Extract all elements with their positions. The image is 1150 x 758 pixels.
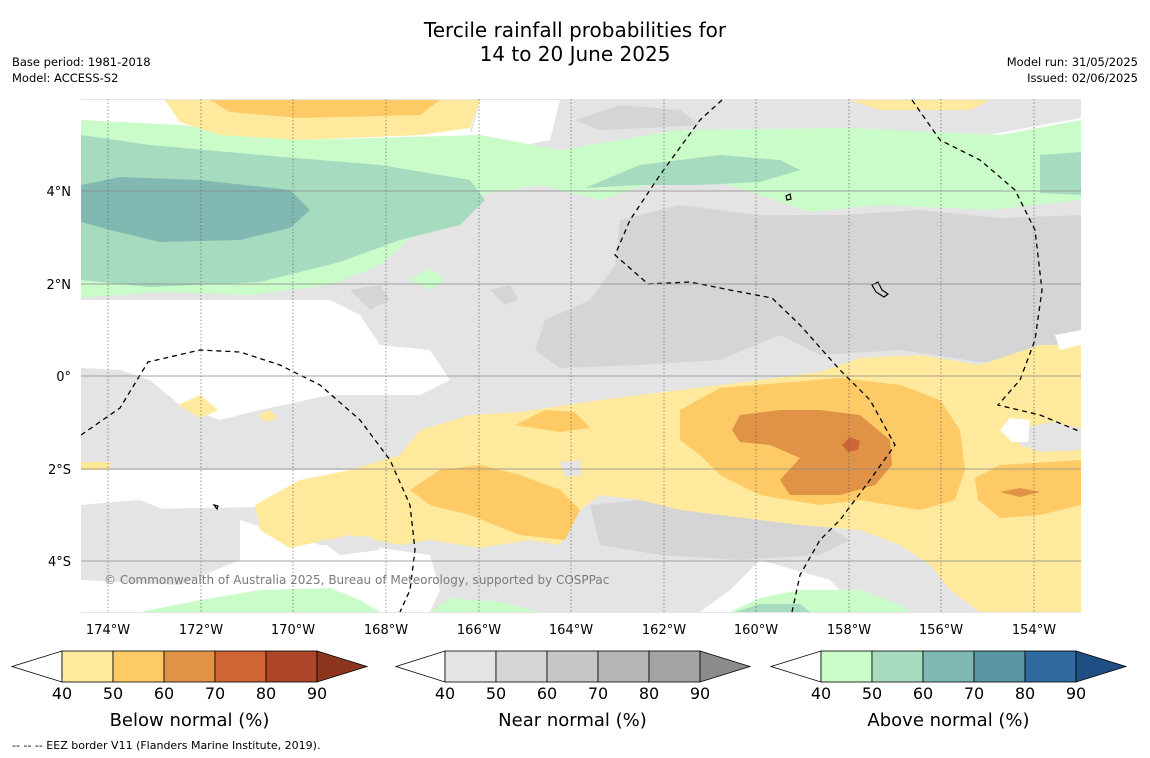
lat-tick-label: 4°S: [48, 555, 71, 570]
above-normal-areas: [81, 120, 1081, 612]
title-line-1: Tercile rainfall probabilities for: [423, 18, 727, 42]
lon-tick-label: 162°W: [642, 623, 686, 638]
near-normal-colorbar-tick-label: 70: [588, 684, 608, 703]
below-normal-colorbar: 40 50 60 70 80 90 Below normal (%): [10, 650, 369, 731]
below-normal-colorbar-tick-label: 60: [154, 684, 174, 703]
meta-right: Model run: 31/05/2025 Issued: 02/06/2025: [1007, 54, 1138, 86]
lon-tick-label: 158°W: [827, 623, 871, 638]
footnote-eez-source: -- -- -- EEZ border V11 (Flanders Marine…: [12, 739, 321, 752]
above-normal-colorbar-segment: [922, 650, 975, 683]
below-normal-colorbar-tick-label: 50: [103, 684, 123, 703]
eez-border: [81, 99, 1081, 613]
title-line-2: 14 to 20 June 2025: [479, 42, 671, 66]
near-normal-higher-areas: [350, 105, 1081, 560]
longitude-tick-labels: 174°W 172°W 170°W 168°W 166°W 164°W 162°…: [86, 623, 1056, 638]
near-normal-colorbar-high-extend: [699, 650, 752, 683]
below-normal-colorbar-tick-label: 40: [52, 684, 72, 703]
near-normal-colorbar-segment: [546, 650, 599, 683]
near-normal-colorbar-tick-label: 50: [486, 684, 506, 703]
near-normal-colorbar-tick-label: 90: [690, 684, 710, 703]
near-normal-colorbar-title: Near normal (%): [498, 710, 647, 731]
lon-tick-label: 166°W: [457, 623, 501, 638]
above-normal-colorbar-low-extend: [769, 650, 822, 683]
below-normal-colorbar-segment: [163, 650, 216, 683]
below-normal-areas: [81, 100, 1081, 612]
below-normal-colorbar-segment: [265, 650, 318, 683]
lon-tick-label: 174°W: [86, 623, 130, 638]
above-normal-colorbar-tick-label: 70: [964, 684, 984, 703]
near-normal-colorbar-tick-label: 80: [639, 684, 659, 703]
colorbars: 40 50 60 70 80 90 Below normal (%) 40 50 60 70 80 90…: [10, 650, 1128, 731]
below-normal-colorbar-tick-label: 70: [205, 684, 225, 703]
lon-tick-label: 160°W: [734, 623, 778, 638]
below-normal-colorbar-title: Below normal (%): [110, 710, 270, 731]
above-normal-colorbar-tick-label: 80: [1015, 684, 1035, 703]
chart-title: Tercile rainfall probabilities for 14 to…: [0, 18, 1150, 66]
above-normal-colorbar: 40 50 60 70 80 90 Above normal (%): [769, 650, 1128, 731]
near-normal-colorbar-tick-label: 60: [537, 684, 557, 703]
island-outlines: [212, 193, 890, 511]
lat-tick-label: 0°: [56, 370, 71, 385]
below-normal-colorbar-segment: [61, 650, 114, 683]
near-normal-colorbar-segment: [444, 650, 497, 683]
model-run-label: Model run: 31/05/2025: [1006, 55, 1138, 69]
below-normal-colorbar-segment: [214, 650, 267, 683]
latitude-gridlines: [81, 190, 1081, 562]
above-normal-colorbar-segment: [871, 650, 924, 683]
above-normal-colorbar-tick-label: 60: [913, 684, 933, 703]
model-label: Model: ACCESS-S2: [12, 71, 119, 85]
below-normal-colorbar-tick-label: 90: [307, 684, 327, 703]
meta-left: Base period: 1981-2018 Model: ACCESS-S2: [12, 54, 151, 86]
above-normal-colorbar-segment: [1024, 650, 1077, 683]
lon-tick-label: 172°W: [179, 623, 223, 638]
above-normal-colorbar-tick-label: 90: [1066, 684, 1086, 703]
issued-label: Issued: 02/06/2025: [1027, 71, 1138, 85]
lon-tick-label: 170°W: [271, 623, 315, 638]
below-normal-colorbar-high-extend: [316, 650, 369, 683]
lon-tick-label: 156°W: [919, 623, 963, 638]
longitude-gridlines: [107, 99, 1035, 613]
near-normal-colorbar: 40 50 60 70 80 90 Near normal (%): [394, 650, 752, 731]
near-normal-colorbar-segment: [495, 650, 548, 683]
above-normal-colorbar-title: Above normal (%): [867, 710, 1029, 731]
base-period-label: Base period: 1981-2018: [12, 55, 151, 69]
near-normal-colorbar-low-extend: [394, 650, 446, 683]
near-normal-colorbar-tick-label: 40: [435, 684, 455, 703]
below-normal-colorbar-low-extend: [10, 650, 63, 683]
copyright-text: © Commonwealth of Australia 2025, Bureau…: [104, 573, 609, 587]
lon-tick-label: 164°W: [549, 623, 593, 638]
lon-tick-label: 154°W: [1012, 623, 1056, 638]
lat-tick-label: 2°S: [48, 463, 71, 478]
below-normal-colorbar-tick-label: 80: [256, 684, 276, 703]
lon-tick-label: 168°W: [364, 623, 408, 638]
neutral-patches: [1000, 330, 1081, 442]
above-normal-colorbar-high-extend: [1075, 650, 1128, 683]
lat-tick-label: 2°N: [47, 278, 72, 293]
lat-tick-label: 4°N: [47, 185, 72, 200]
above-normal-colorbar-tick-label: 50: [862, 684, 882, 703]
above-normal-colorbar-segment: [820, 650, 873, 683]
above-normal-colorbar-tick-label: 40: [811, 684, 831, 703]
near-normal-colorbar-segment: [648, 650, 701, 683]
above-normal-colorbar-segment: [973, 650, 1026, 683]
map-panel: © Commonwealth of Australia 2025, Bureau…: [81, 99, 1081, 613]
latitude-tick-labels: 4°N 2°N 0° 2°S 4°S: [47, 185, 72, 570]
below-normal-colorbar-segment: [112, 650, 165, 683]
near-normal-colorbar-segment: [597, 650, 650, 683]
